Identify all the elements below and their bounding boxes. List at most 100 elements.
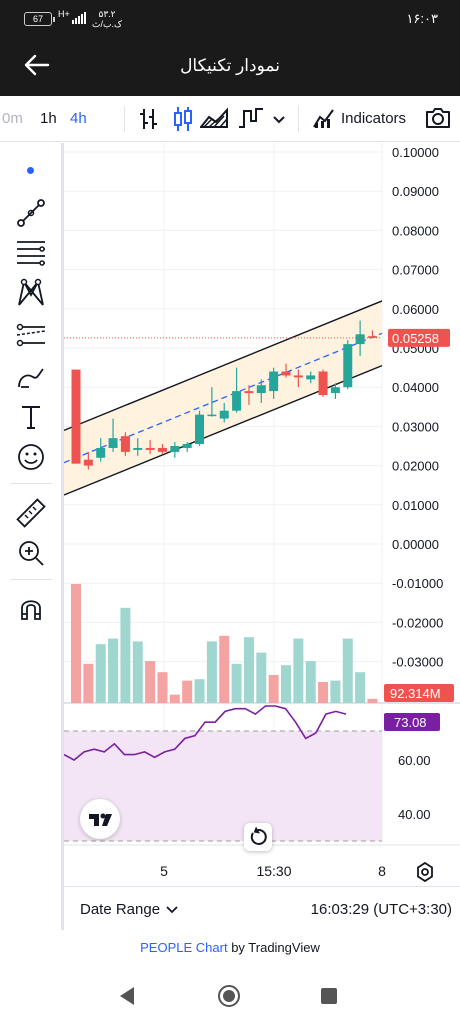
network-speed-unit: ک.ب/ث	[92, 19, 123, 29]
magnet-icon[interactable]	[15, 593, 47, 625]
volume-bar	[231, 663, 242, 703]
candle-body	[145, 447, 155, 450]
drawing-tools-panel	[0, 143, 62, 930]
candle-body	[120, 436, 130, 452]
volume-bar	[256, 652, 267, 703]
volume-bar	[268, 675, 279, 703]
price-tick-label: -0.01000	[392, 576, 443, 591]
pattern-tool-icon[interactable]	[15, 277, 47, 309]
date-range-button[interactable]: Date Range	[80, 901, 178, 918]
ruler-icon[interactable]	[15, 497, 47, 529]
candle	[318, 369, 328, 397]
trend-line-icon[interactable]	[15, 197, 47, 229]
date-range-label: Date Range	[80, 901, 161, 918]
candle-body	[256, 385, 266, 394]
price-chart[interactable]: 0.100000.090000.080000.070000.060000.050…	[63, 143, 460, 886]
candle	[120, 432, 130, 456]
indicators-button[interactable]: Indicators	[341, 110, 407, 127]
price-tick-label: 0.04000	[392, 380, 439, 395]
rsi-tick-label: 40.00	[398, 807, 431, 822]
reset-chart-button[interactable]	[244, 823, 272, 851]
price-labels: 0.05258 92.314M 73.08	[64, 328, 454, 731]
reset-icon	[250, 826, 267, 845]
candle-body	[355, 334, 365, 345]
candle	[207, 387, 217, 417]
candle-body	[269, 371, 279, 392]
indicators-icon[interactable]	[312, 107, 336, 134]
rsi-line	[63, 705, 347, 761]
time-tick-label: 8	[378, 863, 386, 879]
attribution-by: by TradingView	[227, 940, 320, 955]
volume-bar	[342, 638, 353, 703]
volume-bar	[293, 638, 304, 703]
candle	[330, 383, 340, 399]
camera-icon[interactable]	[424, 106, 452, 135]
baseline-chart-icon[interactable]	[238, 107, 264, 134]
candle	[355, 320, 365, 356]
volume-bar	[132, 641, 143, 703]
chart-footer: Date Range 16:03:29 (UTC+3:30)	[62, 886, 460, 930]
back-arrow-icon[interactable]	[22, 50, 52, 80]
emoji-icon[interactable]	[15, 441, 47, 473]
chevron-down-icon	[166, 905, 178, 913]
zoom-in-icon[interactable]	[15, 537, 47, 569]
forecast-tool-icon[interactable]	[15, 319, 47, 351]
volume-bars	[71, 584, 378, 703]
text-tool-icon[interactable]	[15, 401, 47, 433]
time-tick-label: 15:30	[256, 863, 291, 879]
volume-bar	[243, 637, 254, 703]
interval-0m[interactable]: 0m	[2, 110, 23, 127]
brush-tool-icon[interactable]	[15, 361, 47, 393]
candles-chart-icon[interactable]	[172, 105, 194, 138]
candle-body	[83, 459, 93, 466]
chevron-down-icon[interactable]	[272, 112, 286, 130]
rsi-value-label: 73.08	[394, 715, 427, 730]
tradingview-logo-icon[interactable]	[80, 799, 120, 839]
nav-recents-icon[interactable]	[320, 987, 338, 1005]
volume-bar	[330, 680, 341, 703]
network-speed-value: ۵۳.۲	[98, 9, 116, 19]
channel-median-line	[63, 332, 383, 464]
volume-bar	[219, 635, 230, 703]
chart-settings-icon[interactable]	[414, 861, 436, 883]
candle-body	[343, 344, 353, 388]
volume-bar	[182, 680, 193, 703]
volume-bar	[281, 665, 291, 703]
interval-1h[interactable]: 1h	[40, 110, 57, 127]
area-chart-icon[interactable]	[198, 107, 228, 134]
symbol-chart-link[interactable]: PEOPLE Chart	[140, 940, 228, 955]
price-axis[interactable]: 0.100000.090000.080000.070000.060000.050…	[160, 145, 443, 879]
current-price-label-bg	[388, 328, 450, 347]
candle	[195, 410, 205, 446]
volume-bar	[95, 644, 106, 703]
volume-bar	[108, 638, 119, 703]
candle	[306, 371, 316, 384]
interval-4h[interactable]: 4h	[70, 110, 87, 127]
candle-body	[281, 371, 291, 376]
candle-body	[330, 387, 340, 394]
bars-chart-icon[interactable]	[138, 106, 160, 137]
status-bar: 67 H+ ۵۳.۲ ک.ب/ث ۱۶:۰۳	[0, 0, 460, 38]
candle-body	[108, 438, 118, 448]
candle-body	[133, 447, 143, 450]
signal-type: H+	[58, 9, 70, 19]
candle-body	[71, 369, 81, 464]
price-tick-label: 0.02000	[392, 459, 439, 474]
volume-bar	[71, 584, 81, 703]
battery-icon: 67	[24, 12, 55, 26]
candle-body	[207, 414, 217, 417]
candle-body	[244, 391, 254, 394]
rsi-tick-label: 60.00	[398, 753, 431, 768]
candle-body	[318, 371, 328, 396]
volume-bar	[145, 661, 156, 703]
candle	[343, 340, 353, 390]
nav-home-icon[interactable]	[217, 984, 241, 1008]
horizontal-lines-icon[interactable]	[15, 237, 47, 269]
toolbar-divider	[298, 106, 299, 132]
chart-area[interactable]: 0.10000 0.09000 0.08000 0.07000 0.06000 0.050…	[62, 143, 460, 930]
nav-back-icon[interactable]	[118, 986, 136, 1006]
price-tick-label: 0.10000	[392, 145, 439, 160]
price-tick-label: -0.02000	[392, 615, 443, 630]
tools-divider	[10, 483, 52, 484]
cursor-dot-icon[interactable]	[27, 167, 34, 174]
